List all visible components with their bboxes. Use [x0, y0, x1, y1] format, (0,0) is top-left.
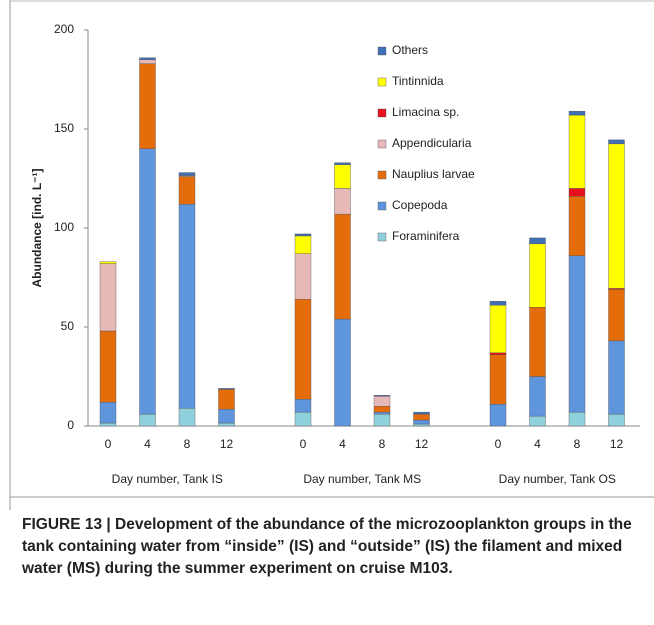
bar-segment	[334, 164, 351, 189]
bar-segment	[178, 204, 196, 409]
x-tick-label: 0	[300, 437, 307, 451]
bar-segment	[489, 404, 507, 427]
bar-segment	[568, 110, 586, 116]
x-tick-label: 12	[610, 437, 624, 451]
group-label: Day number, Tank IS	[112, 472, 223, 486]
bar-segment	[139, 63, 156, 149]
legend-label: Appendicularia	[392, 136, 472, 150]
bar-segment	[413, 419, 430, 425]
bar-segment	[218, 388, 235, 390]
bar-segment	[373, 413, 391, 427]
y-tick-label: 0	[67, 418, 74, 432]
x-tick-label: 4	[144, 437, 151, 451]
legend-label: Limacina sp.	[392, 105, 459, 119]
legend-label: Nauplius larvae	[392, 167, 475, 181]
bar-segment	[529, 243, 546, 308]
y-tick-label: 100	[54, 220, 74, 234]
bar-segment	[489, 352, 507, 355]
bar-segment	[529, 415, 546, 427]
legend-swatch	[377, 46, 387, 56]
legend-swatch	[377, 201, 387, 211]
bar-segment	[139, 148, 156, 415]
bar-segment	[294, 235, 312, 254]
bar-segment	[413, 423, 430, 427]
legend-swatch	[377, 139, 387, 149]
bar-segment	[334, 213, 351, 320]
y-axis-label: Abundance [ind. L⁻¹]	[30, 169, 44, 288]
legend-label: Foraminifera	[392, 229, 460, 243]
bar-segment	[373, 395, 391, 397]
bar-segment	[218, 389, 235, 410]
bar-segment	[294, 233, 312, 237]
bar-segment	[529, 307, 546, 377]
bar-segment	[139, 57, 156, 60]
bar-segment	[294, 299, 312, 400]
x-tick-label: 0	[105, 437, 112, 451]
x-tick-label: 8	[574, 437, 581, 451]
bar-segment	[99, 330, 117, 403]
bar-segment	[413, 413, 430, 421]
bar-segment	[568, 255, 586, 413]
bar-segment	[99, 422, 117, 427]
bar-segment	[334, 162, 351, 165]
bar-segment	[294, 399, 312, 413]
bar-segment	[99, 263, 117, 332]
bar-segment	[178, 176, 196, 205]
bar-segment	[568, 188, 586, 197]
bar-segment	[334, 188, 351, 215]
bar-segment	[489, 354, 507, 405]
bar-segment	[568, 411, 586, 427]
bar-segment	[294, 411, 312, 427]
bar-segment	[178, 407, 196, 427]
caption: FIGURE 13 | Development of the abundance…	[22, 516, 632, 577]
bar-segment	[178, 172, 196, 176]
bar-segment	[489, 305, 507, 353]
bar-segment	[99, 261, 117, 264]
x-tick-label: 12	[415, 437, 429, 451]
bar-segment	[373, 411, 391, 415]
bar-segment	[218, 408, 235, 424]
legend-swatch	[377, 77, 387, 87]
x-tick-label: 0	[495, 437, 502, 451]
bar-segment	[139, 59, 156, 64]
bar-segment	[413, 411, 430, 415]
legend-label: Tintinnida	[392, 74, 444, 88]
legend-label: Copepoda	[392, 198, 448, 212]
bar-segment	[608, 413, 625, 427]
y-tick-label: 50	[61, 319, 75, 333]
legend-swatch	[377, 108, 387, 118]
bar-segment	[139, 413, 156, 427]
x-tick-label: 8	[379, 437, 386, 451]
bar-segment	[373, 406, 391, 413]
bar-segment	[529, 237, 546, 245]
x-tick-label: 4	[534, 437, 541, 451]
bar-segment	[489, 301, 507, 306]
bar-segment	[294, 253, 312, 300]
bar-segment	[608, 340, 625, 415]
bar-segment	[608, 289, 625, 342]
legend-swatch	[377, 232, 387, 242]
bar-segment	[568, 114, 586, 189]
legend-swatch	[377, 170, 387, 180]
bar-segment	[334, 318, 351, 427]
group-label: Day number, Tank MS	[303, 472, 421, 486]
bar-segment	[568, 196, 586, 256]
bar-segment	[608, 139, 625, 145]
bar-segment	[99, 402, 117, 424]
bar-segment	[218, 422, 235, 427]
y-tick-label: 200	[54, 22, 74, 36]
bar-segment	[373, 396, 391, 407]
x-tick-label: 8	[184, 437, 191, 451]
chart: Abundance [ind. L⁻¹] 0 50 100 150 200 0 4 8 12 0 4…	[9, 0, 654, 510]
group-label: Day number, Tank OS	[499, 472, 616, 486]
x-tick-label: 12	[220, 437, 234, 451]
legend-label: Others	[392, 43, 428, 57]
y-tick-label: 150	[54, 121, 74, 135]
bar-segment	[608, 143, 625, 289]
bar-segment	[529, 376, 546, 417]
x-tick-label: 4	[339, 437, 346, 451]
